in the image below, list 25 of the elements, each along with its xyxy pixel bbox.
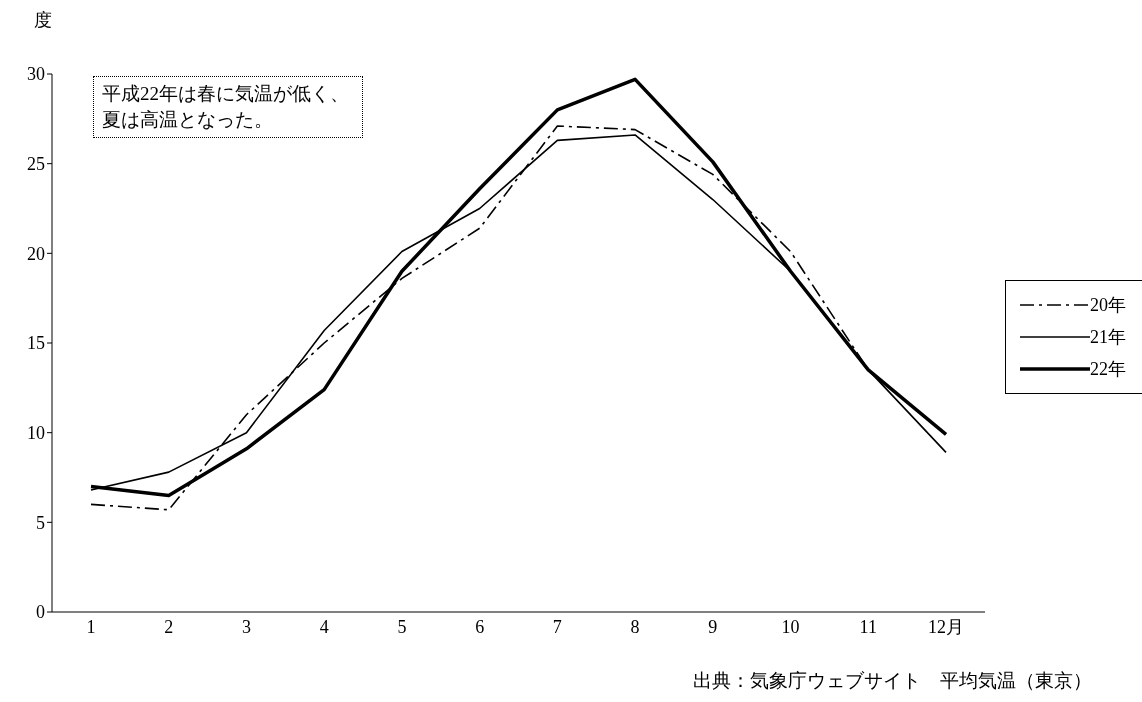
x-tick-label: 11 bbox=[859, 616, 877, 637]
source-note: 出典：気象庁ウェブサイト 平均気温（東京） bbox=[693, 669, 1092, 693]
y-tick-label: 30 bbox=[27, 64, 45, 85]
x-tick-label: 8 bbox=[630, 616, 640, 637]
y-tick-label: 20 bbox=[27, 243, 45, 264]
x-tick-label: 1 bbox=[86, 616, 96, 637]
y-tick-label: 25 bbox=[27, 154, 45, 175]
y-axis-title: 度 bbox=[34, 9, 52, 32]
x-tick-label: 9 bbox=[708, 616, 718, 637]
x-tick-label: 12月 bbox=[928, 616, 964, 637]
legend-label: 21年 bbox=[1090, 326, 1126, 349]
legend-label: 20年 bbox=[1090, 294, 1126, 317]
y-tick-label: 5 bbox=[36, 512, 45, 533]
y-tick-label: 0 bbox=[36, 602, 45, 623]
y-tick-label: 10 bbox=[27, 423, 45, 444]
x-tick-label: 2 bbox=[164, 616, 174, 637]
x-tick-label: 5 bbox=[397, 616, 407, 637]
x-tick-label: 10 bbox=[781, 616, 800, 637]
x-tick-label: 3 bbox=[241, 616, 251, 637]
x-tick-label: 7 bbox=[552, 616, 562, 637]
x-tick-label: 4 bbox=[319, 616, 329, 637]
y-tick-label: 15 bbox=[27, 333, 45, 354]
x-tick-label: 6 bbox=[475, 616, 485, 637]
legend-label: 22年 bbox=[1090, 358, 1126, 381]
annotation: 平成22年は春に気温が低く、夏は高温となった。 bbox=[93, 76, 363, 138]
